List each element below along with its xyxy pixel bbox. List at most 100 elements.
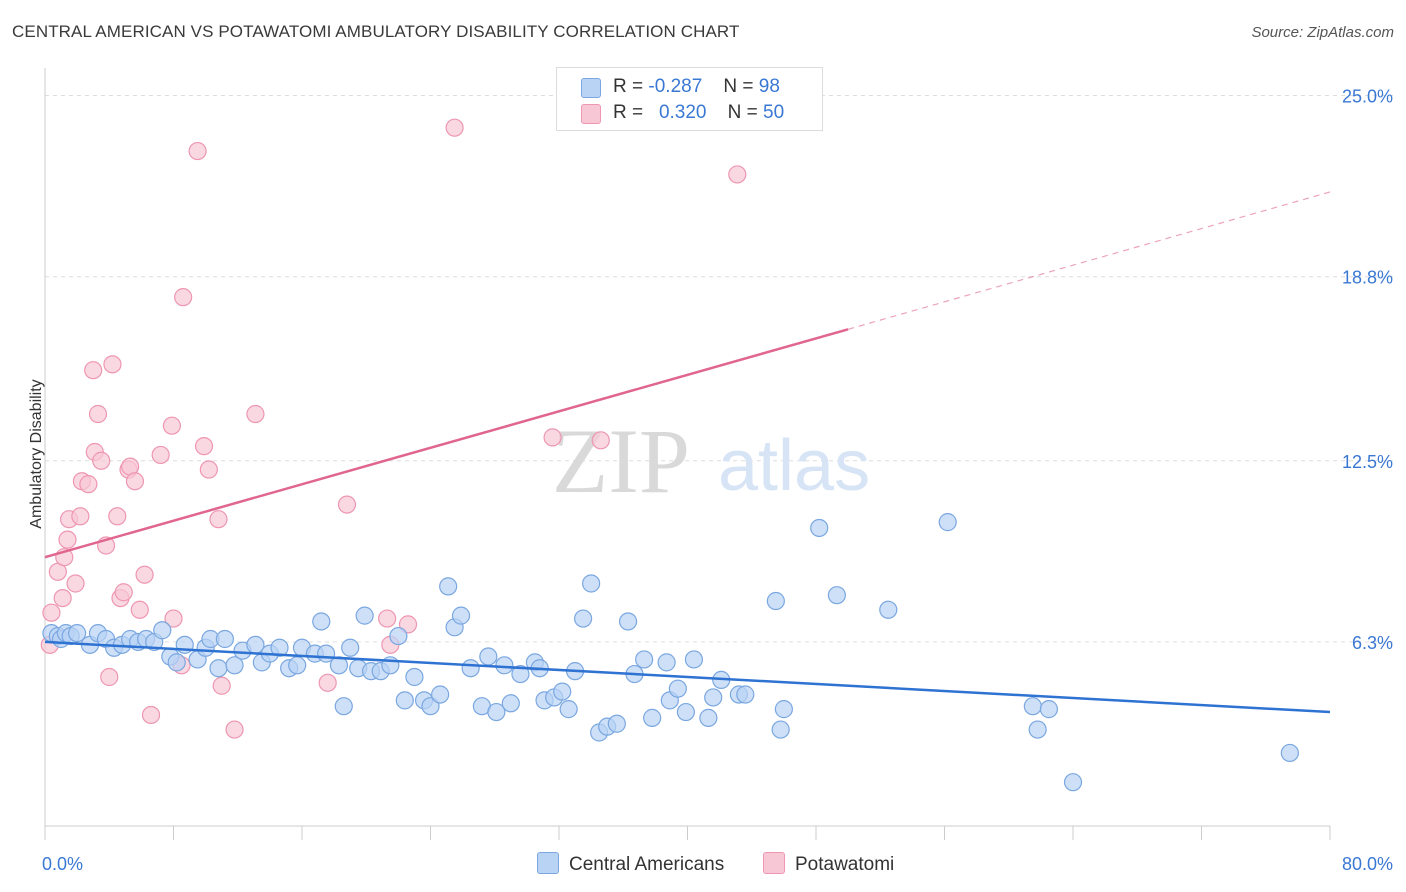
central-americans-point [684, 650, 704, 669]
central-americans-point [618, 612, 638, 631]
central-americans-point [553, 682, 572, 701]
watermark-zip: ZIP [552, 410, 690, 512]
potawatomi-point [92, 451, 111, 470]
central-americans-point [879, 600, 898, 619]
central-americans-point [1039, 700, 1059, 719]
potawatomi-point [318, 673, 337, 692]
central-americans-point [501, 694, 520, 713]
source-label: Source: ZipAtlas.com [1251, 24, 1394, 41]
potawatomi-point [188, 141, 207, 161]
potawatomi-point [135, 565, 154, 584]
central-americans-point [582, 574, 601, 593]
y-tick-label: 18.8% [1342, 268, 1393, 288]
central-americans-point [736, 685, 755, 704]
central-americans-point [431, 685, 450, 704]
chart-title: CENTRAL AMERICAN VS POTAWATOMI AMBULATOR… [12, 22, 740, 41]
central-americans-point [635, 650, 654, 669]
potawatomi-trendline [44, 328, 849, 559]
bottom-legend-label: Central Americans [569, 854, 725, 875]
legend-n-value: 50 [763, 102, 785, 123]
potawatomi-point [174, 288, 193, 307]
central-americans-point [827, 586, 846, 605]
central-americans-point [209, 659, 228, 678]
central-americans-point [215, 629, 234, 649]
central-americans-point [1063, 773, 1083, 792]
central-americans-point [607, 714, 626, 733]
central-americans-point [68, 624, 87, 643]
potawatomi-point [378, 609, 397, 628]
x-tick-label-min: 0.0% [42, 854, 83, 874]
central-americans-point [495, 656, 514, 675]
central-americans-point [389, 626, 408, 646]
central-americans-point [421, 697, 440, 716]
gridlines [45, 95, 1393, 643]
central-americans-point [270, 638, 289, 657]
central-americans-trendline [44, 640, 1331, 714]
legend-r-label: R = [613, 102, 644, 123]
potawatomi-point [66, 574, 85, 593]
potawatomi-point [100, 667, 119, 687]
correlation-legend: R = -0.287 N = 98 R = 0.320 N = 50 [556, 67, 823, 131]
potawatomi-point [53, 588, 72, 608]
central-americans-point [334, 697, 353, 716]
watermark-atlas: atlas [718, 426, 870, 506]
potawatomi-point [103, 355, 122, 374]
potawatomi-point [151, 445, 170, 465]
potawatomi-point [246, 404, 265, 424]
y-tick-labels: 6.3% 12.5% 18.8% 25.0% [1342, 87, 1393, 653]
central-americans-point [1280, 743, 1299, 763]
central-americans-point [938, 513, 957, 532]
central-americans-point [704, 688, 723, 707]
potawatomi-point [445, 118, 464, 137]
legend-swatch-pink [581, 104, 601, 124]
potawatomi-trendline-extension [847, 191, 1331, 330]
central-americans-point [676, 702, 695, 722]
central-americans-point [461, 659, 480, 678]
legend-n-label: N = [723, 76, 754, 97]
potawatomi-point [199, 460, 218, 479]
potawatomi-point [79, 475, 98, 494]
central-americans-point [559, 700, 578, 719]
central-americans-point [355, 606, 374, 625]
legend-r-label: R = [613, 76, 644, 97]
legend-n-label: N = [727, 102, 758, 123]
central-americans-point [479, 647, 498, 666]
potawatomi-point [58, 530, 77, 549]
central-americans-point [341, 638, 360, 657]
potawatomi-point [212, 676, 231, 695]
potawatomi-point [591, 431, 610, 450]
y-tick-label: 6.3% [1352, 633, 1393, 653]
central-americans-point [288, 656, 307, 675]
potawatomi-point [543, 428, 562, 447]
potawatomi-point [398, 615, 418, 634]
potawatomi-point [84, 361, 103, 380]
bottom-legend-swatch-pink [763, 852, 785, 874]
legend-n-value: 98 [758, 76, 780, 97]
legend-r-value: 0.320 [658, 102, 707, 123]
central-americans-point [225, 656, 244, 675]
central-americans-point [774, 700, 793, 719]
bottom-legend-potawatomi: Potawatomi [763, 852, 894, 876]
potawatomi-point [141, 705, 161, 725]
potawatomi-point [337, 495, 357, 514]
x-tick-label-max: 80.0% [1342, 854, 1393, 874]
potawatomi-point [88, 404, 108, 424]
central-americans-point [766, 591, 785, 611]
central-americans-point [643, 708, 662, 727]
bottom-legend-swatch-blue [537, 852, 559, 874]
y-tick-label: 25.0% [1342, 87, 1393, 107]
axes [44, 68, 1331, 840]
potawatomi-point [114, 583, 133, 602]
potawatomi-point [71, 507, 90, 526]
potawatomi-point [164, 609, 183, 628]
central-americans-point [657, 653, 676, 672]
potawatomi-point [162, 416, 181, 435]
central-americans-point [810, 518, 829, 538]
potawatomi-point [194, 437, 214, 456]
central-americans-point [312, 612, 331, 631]
central-americans-point [1023, 697, 1042, 716]
central-americans-points [42, 513, 1299, 792]
central-americans-point [405, 667, 424, 687]
central-americans-point [668, 679, 687, 698]
central-americans-point [487, 702, 506, 722]
